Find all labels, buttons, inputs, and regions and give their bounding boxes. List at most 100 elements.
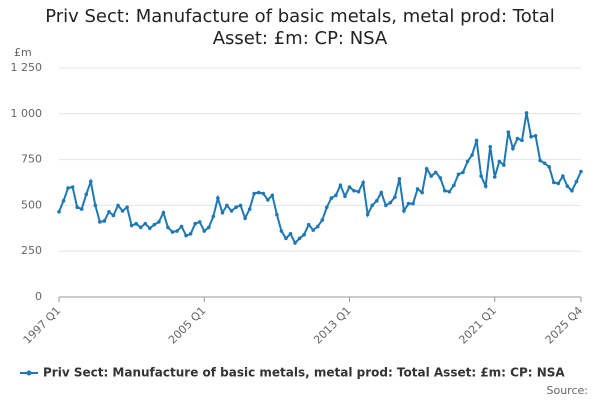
point	[107, 210, 111, 214]
point	[415, 187, 420, 191]
point	[429, 174, 434, 178]
point	[338, 183, 343, 188]
legend-marker	[26, 370, 32, 376]
point	[343, 194, 347, 199]
point	[483, 184, 488, 188]
point	[329, 196, 334, 200]
point	[98, 220, 102, 224]
point	[170, 230, 175, 234]
point	[147, 226, 152, 231]
point	[479, 174, 483, 178]
point	[574, 179, 579, 184]
point	[488, 144, 493, 149]
point	[524, 111, 529, 115]
point	[288, 231, 293, 236]
point	[315, 224, 320, 229]
point	[111, 213, 116, 218]
point	[393, 195, 397, 199]
point	[202, 229, 207, 233]
x-tick-label: 2005 Q1	[166, 304, 209, 347]
point	[424, 166, 429, 171]
point	[216, 196, 220, 200]
point	[93, 203, 98, 208]
point	[70, 185, 75, 189]
point	[284, 236, 288, 241]
point	[443, 188, 447, 193]
point	[438, 176, 443, 180]
point	[556, 181, 561, 186]
point	[397, 177, 402, 181]
point	[129, 223, 134, 228]
point	[125, 205, 129, 210]
point	[474, 138, 479, 143]
point	[352, 188, 356, 193]
point	[311, 228, 315, 232]
point	[379, 190, 384, 195]
point	[270, 193, 275, 198]
point	[252, 191, 256, 196]
source: Source:	[547, 384, 589, 397]
point	[579, 169, 583, 174]
point	[497, 159, 502, 164]
point	[279, 229, 284, 233]
point	[175, 229, 179, 233]
point	[470, 153, 474, 157]
legend-label: Priv Sect: Manufacture of basic metals, …	[43, 366, 565, 380]
point	[120, 209, 125, 213]
y-tick-label: 1 000	[11, 107, 43, 120]
y-tick-label: 750	[21, 153, 42, 166]
x-tick-label: 2013 Q1	[311, 304, 354, 347]
point	[134, 221, 138, 226]
point	[447, 189, 452, 194]
point	[370, 203, 375, 208]
point	[302, 232, 306, 237]
point	[88, 179, 93, 184]
point	[561, 174, 565, 178]
x-tick-label: 2021 Q1	[456, 304, 499, 347]
point	[79, 207, 84, 211]
point	[143, 221, 148, 226]
point	[538, 158, 542, 163]
point	[266, 198, 270, 202]
point	[61, 199, 66, 203]
point	[433, 170, 438, 175]
point	[529, 134, 533, 139]
point	[506, 130, 511, 134]
point	[166, 225, 170, 230]
point	[420, 190, 424, 195]
point	[565, 184, 570, 188]
point	[502, 163, 506, 167]
point	[411, 201, 415, 206]
y-axis-label: £m	[14, 46, 32, 59]
point	[138, 225, 143, 230]
point	[238, 203, 243, 208]
point	[456, 172, 461, 177]
point	[406, 201, 411, 206]
point	[102, 219, 107, 223]
point	[243, 216, 247, 221]
point	[225, 203, 229, 208]
point	[492, 175, 497, 179]
point	[520, 138, 524, 143]
point	[157, 220, 161, 224]
point	[334, 193, 338, 198]
point	[533, 133, 538, 138]
point	[570, 188, 574, 193]
point	[388, 200, 393, 205]
point	[57, 210, 61, 214]
point	[184, 233, 188, 238]
point	[84, 192, 89, 197]
point	[66, 186, 70, 190]
point	[542, 161, 547, 166]
point	[461, 170, 465, 175]
x-tick-label: 2025 Q4	[543, 304, 586, 347]
point	[247, 207, 252, 211]
point	[275, 212, 279, 217]
point	[515, 136, 520, 141]
point	[356, 189, 361, 194]
point	[193, 221, 197, 226]
point	[452, 183, 456, 188]
point	[511, 146, 515, 151]
